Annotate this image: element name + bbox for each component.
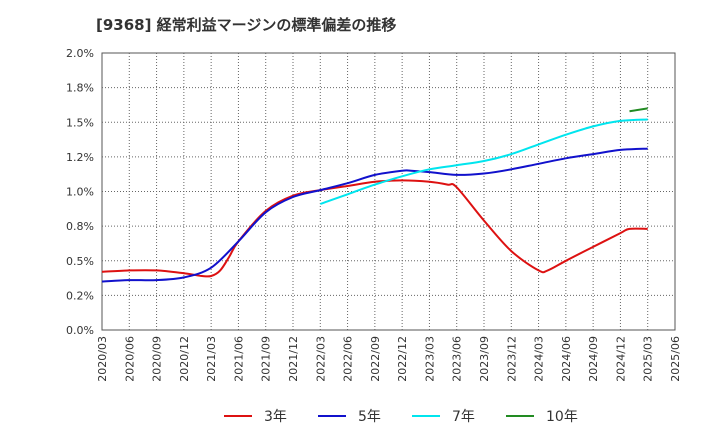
- legend-swatch-0: [224, 415, 252, 417]
- chart-title: [9368] 経常利益マージンの標準偏差の推移: [96, 16, 397, 34]
- plot-area: [101, 52, 676, 331]
- x-tick-label: 2020/12: [178, 336, 191, 382]
- x-tick-label: 2024/06: [560, 336, 573, 382]
- legend-label-2: 7年: [452, 409, 475, 425]
- y-tick-label: 1.8%: [66, 82, 94, 95]
- legend-label-3: 10年: [546, 409, 578, 425]
- legend-swatch-3: [506, 415, 534, 417]
- y-tick-label: 0.0%: [66, 324, 94, 337]
- series-line-1: [101, 147, 648, 283]
- x-tick-label: 2021/03: [205, 336, 218, 382]
- x-tick-label: 2024/03: [533, 336, 546, 382]
- x-tick-label: 2022/09: [369, 336, 382, 382]
- x-tick-label: 2023/03: [423, 336, 436, 382]
- x-tick-label: 2022/06: [342, 336, 355, 382]
- x-tick-label: 2024/09: [587, 336, 600, 382]
- series-line-0: [101, 179, 648, 278]
- x-tick-label: 2022/12: [396, 336, 409, 382]
- legend-label-0: 3年: [264, 409, 287, 425]
- y-tick-label: 0.8%: [66, 220, 94, 233]
- x-tick-label: 2021/09: [260, 336, 273, 382]
- series-line-3: [629, 107, 648, 113]
- legend-swatch-1: [318, 415, 346, 417]
- y-tick-label: 1.2%: [66, 151, 94, 164]
- series-lines: [101, 107, 648, 283]
- x-tick-label: 2020/06: [123, 336, 136, 382]
- y-tick-label: 2.0%: [66, 47, 94, 60]
- x-tick-label: 2021/06: [232, 336, 245, 382]
- x-tick-label: 2021/12: [287, 336, 300, 382]
- x-tick-label: 2023/06: [451, 336, 464, 382]
- x-tick-label: 2023/12: [505, 336, 518, 382]
- legend-label-1: 5年: [358, 409, 381, 425]
- x-tick-label: 2023/09: [478, 336, 491, 382]
- x-tick-label: 2025/03: [642, 336, 655, 382]
- x-tick-label: 2022/03: [314, 336, 327, 382]
- y-tick-label: 0.5%: [66, 255, 94, 268]
- x-tick-label: 2024/12: [614, 336, 627, 382]
- legend: 3年 5年 7年 10年: [0, 404, 720, 428]
- x-axis-tick-labels: 2020/03 2020/06 2020/09 2020/12 2021/03 2021/…: [96, 336, 682, 382]
- x-tick-label: 2020/03: [96, 336, 109, 382]
- y-axis-tick-labels: 0.0% 0.2% 0.5% 0.8% 1.0% 1.2% 1.5% 1.8% 2.0%: [66, 47, 94, 337]
- x-tick-label: 2020/09: [151, 336, 164, 382]
- y-tick-label: 0.2%: [66, 289, 94, 302]
- x-tick-label: 2025/06: [669, 336, 682, 382]
- y-tick-label: 1.0%: [66, 186, 94, 199]
- y-tick-label: 1.5%: [66, 116, 94, 129]
- legend-swatch-2: [412, 415, 440, 417]
- series-line-2: [319, 118, 648, 205]
